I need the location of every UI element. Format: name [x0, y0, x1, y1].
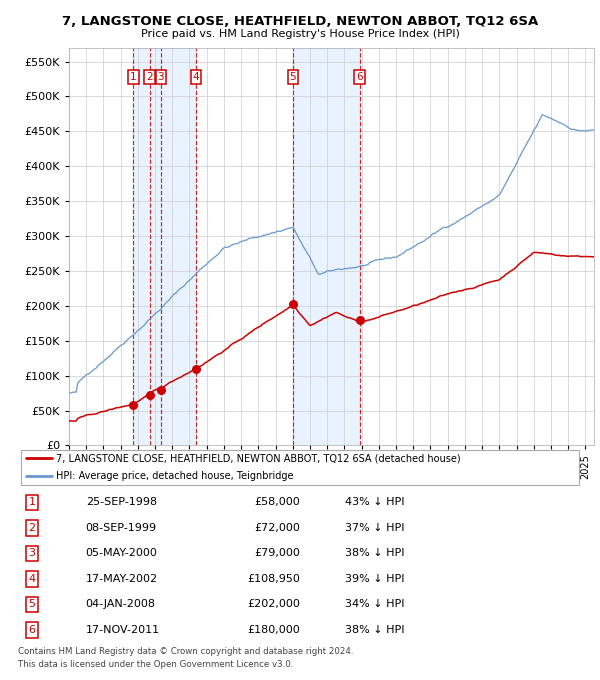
Text: 3: 3: [158, 72, 164, 82]
Text: £58,000: £58,000: [254, 497, 300, 507]
Text: HPI: Average price, detached house, Teignbridge: HPI: Average price, detached house, Teig…: [56, 471, 294, 481]
Text: 3: 3: [29, 548, 35, 558]
Text: 7, LANGSTONE CLOSE, HEATHFIELD, NEWTON ABBOT, TQ12 6SA (detached house): 7, LANGSTONE CLOSE, HEATHFIELD, NEWTON A…: [56, 453, 461, 463]
Text: Price paid vs. HM Land Registry's House Price Index (HPI): Price paid vs. HM Land Registry's House …: [140, 29, 460, 39]
Text: £108,950: £108,950: [247, 574, 300, 584]
Text: £79,000: £79,000: [254, 548, 300, 558]
Text: 4: 4: [29, 574, 35, 584]
Text: 5: 5: [29, 599, 35, 609]
Bar: [133, 48, 196, 445]
Text: 6: 6: [356, 72, 363, 82]
Text: 37% ↓ HPI: 37% ↓ HPI: [345, 523, 404, 533]
Text: 1: 1: [29, 497, 35, 507]
Text: 2: 2: [29, 523, 35, 533]
Text: 6: 6: [29, 625, 35, 635]
Text: 39% ↓ HPI: 39% ↓ HPI: [345, 574, 404, 584]
Text: 17-NOV-2011: 17-NOV-2011: [86, 625, 160, 635]
Text: 25-SEP-1998: 25-SEP-1998: [86, 497, 157, 507]
Text: 34% ↓ HPI: 34% ↓ HPI: [345, 599, 404, 609]
Text: £72,000: £72,000: [254, 523, 300, 533]
Text: £202,000: £202,000: [247, 599, 300, 609]
Text: Contains HM Land Registry data © Crown copyright and database right 2024.: Contains HM Land Registry data © Crown c…: [18, 647, 353, 656]
Text: 5: 5: [290, 72, 296, 82]
Text: 04-JAN-2008: 04-JAN-2008: [86, 599, 155, 609]
FancyBboxPatch shape: [21, 449, 579, 486]
Text: 2: 2: [146, 72, 153, 82]
Text: 38% ↓ HPI: 38% ↓ HPI: [345, 548, 404, 558]
Text: 4: 4: [193, 72, 199, 82]
Text: 05-MAY-2000: 05-MAY-2000: [86, 548, 158, 558]
Text: 1: 1: [130, 72, 137, 82]
Text: 7, LANGSTONE CLOSE, HEATHFIELD, NEWTON ABBOT, TQ12 6SA: 7, LANGSTONE CLOSE, HEATHFIELD, NEWTON A…: [62, 15, 538, 28]
Text: 38% ↓ HPI: 38% ↓ HPI: [345, 625, 404, 635]
Text: £180,000: £180,000: [247, 625, 300, 635]
Text: This data is licensed under the Open Government Licence v3.0.: This data is licensed under the Open Gov…: [18, 660, 293, 668]
Text: 43% ↓ HPI: 43% ↓ HPI: [345, 497, 404, 507]
Text: 08-SEP-1999: 08-SEP-1999: [86, 523, 157, 533]
Bar: [293, 48, 359, 445]
Text: 17-MAY-2002: 17-MAY-2002: [86, 574, 158, 584]
